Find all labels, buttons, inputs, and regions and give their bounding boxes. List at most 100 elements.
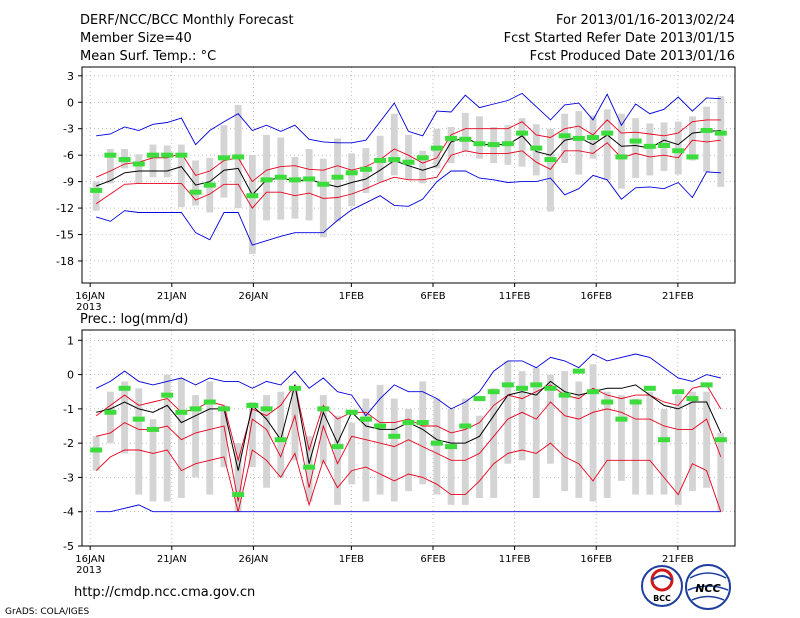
observed-mark-29 (501, 382, 514, 388)
observed-mark-20 (374, 423, 387, 429)
observed-mark-18 (345, 170, 358, 176)
y-tick-label-1: 0 (67, 96, 74, 109)
y-tick-label-0: 3 (67, 70, 74, 83)
observed-mark-9 (217, 406, 230, 412)
spread-box-43 (703, 391, 711, 488)
observed-mark-12 (260, 177, 273, 183)
spread-box-0 (92, 436, 100, 471)
observed-mark-20 (374, 157, 387, 163)
spread-box-19 (362, 398, 370, 502)
fcst-produced: Fcst Produced Date 2013/01/16 (530, 49, 735, 64)
observed-mark-40 (658, 437, 671, 443)
observed-mark-30 (516, 385, 529, 391)
observed-mark-35 (587, 389, 600, 395)
observed-mark-39 (643, 385, 656, 391)
spread-box-36 (603, 109, 611, 180)
observed-mark-8 (203, 182, 216, 188)
observed-mark-22 (402, 420, 415, 426)
spread-box-7 (192, 160, 199, 206)
spread-box-21 (390, 113, 398, 176)
spread-box-3 (135, 154, 143, 184)
y-tick-label-2: -3 (63, 123, 74, 136)
spread-box-21 (390, 398, 398, 502)
x-tick-label-4: 6FEB (420, 554, 445, 565)
x-tick-label-7: 21FEB (662, 554, 694, 565)
spread-box-33 (561, 113, 569, 164)
observed-mark-15 (303, 176, 316, 182)
line-p75 (96, 119, 721, 183)
observed-mark-31 (530, 382, 543, 388)
observed-mark-11 (246, 193, 259, 199)
spread-box-40 (660, 408, 668, 495)
y-tick-label-6: -15 (56, 229, 74, 242)
spread-box-35 (589, 364, 597, 502)
spread-box-23 (419, 381, 427, 485)
observed-mark-28 (487, 142, 500, 148)
spread-box-41 (674, 121, 682, 175)
spread-box-14 (291, 156, 299, 219)
observed-mark-2 (118, 157, 131, 163)
observed-mark-42 (686, 396, 699, 402)
spread-box-18 (348, 422, 356, 485)
x-tick-label-1: 21JAN (157, 291, 187, 302)
observed-mark-39 (643, 143, 656, 149)
observed-mark-43 (700, 382, 713, 388)
observed-mark-7 (189, 189, 202, 195)
observed-mark-34 (572, 135, 585, 141)
observed-mark-3 (132, 161, 145, 167)
spread-box-38 (632, 398, 640, 495)
spread-box-1 (106, 391, 114, 444)
y-tick-label-6: -5 (63, 540, 74, 553)
observed-mark-31 (530, 145, 543, 151)
observed-mark-36 (601, 399, 614, 405)
spread-box-30 (518, 371, 526, 461)
observed-mark-29 (501, 141, 514, 147)
spread-box-34 (575, 111, 583, 175)
observed-mark-1 (104, 409, 117, 415)
line-p25 (96, 401, 722, 502)
spread-box-28 (490, 388, 498, 498)
line-median (96, 130, 721, 196)
spread-box-37 (618, 113, 625, 189)
observed-mark-16 (317, 406, 330, 412)
spread-box-43 (703, 106, 711, 172)
spread-box-42 (688, 116, 696, 161)
spread-box-30 (518, 118, 526, 167)
observed-mark-17 (331, 174, 344, 180)
x-tick-sublabel-0: 2013 (76, 302, 101, 313)
spread-box-38 (632, 118, 640, 179)
spread-box-15 (305, 148, 313, 221)
x-tick-label-1: 21JAN (157, 554, 187, 565)
observed-mark-36 (601, 130, 614, 136)
observed-mark-27 (473, 396, 486, 402)
spread-box-9 (220, 405, 228, 468)
spread-box-2 (121, 381, 129, 454)
footer-url: http://cmdp.ncc.cma.gov.cn (74, 585, 255, 600)
observed-mark-0 (90, 187, 103, 193)
observed-mark-8 (203, 399, 216, 405)
observed-mark-32 (544, 157, 557, 163)
spread-box-8 (206, 381, 214, 495)
observed-mark-32 (544, 385, 557, 391)
y-tick-label-3: -6 (63, 149, 74, 162)
x-tick-label-2: 26JAN (238, 554, 268, 565)
observed-mark-6 (175, 152, 188, 158)
y-tick-label-5: -4 (63, 506, 74, 519)
observed-mark-5 (161, 152, 174, 158)
spread-box-20 (376, 384, 384, 495)
observed-mark-14 (288, 177, 301, 183)
spread-box-42 (688, 391, 696, 492)
spread-box-34 (575, 381, 583, 498)
spread-box-39 (646, 123, 654, 176)
footer-credit: GrADS: COLA/IGES (5, 607, 89, 617)
observed-mark-19 (359, 416, 372, 422)
spread-box-9 (220, 125, 228, 198)
x-tick-label-7: 21FEB (662, 291, 694, 302)
x-tick-label-5: 11FEB (499, 554, 531, 565)
y-tick-label-1: 0 (67, 369, 74, 382)
observed-mark-5 (161, 392, 174, 398)
observed-mark-27 (473, 141, 486, 147)
spread-box-4 (149, 419, 157, 502)
observed-mark-4 (146, 426, 159, 432)
y-tick-label-5: -12 (56, 202, 74, 215)
